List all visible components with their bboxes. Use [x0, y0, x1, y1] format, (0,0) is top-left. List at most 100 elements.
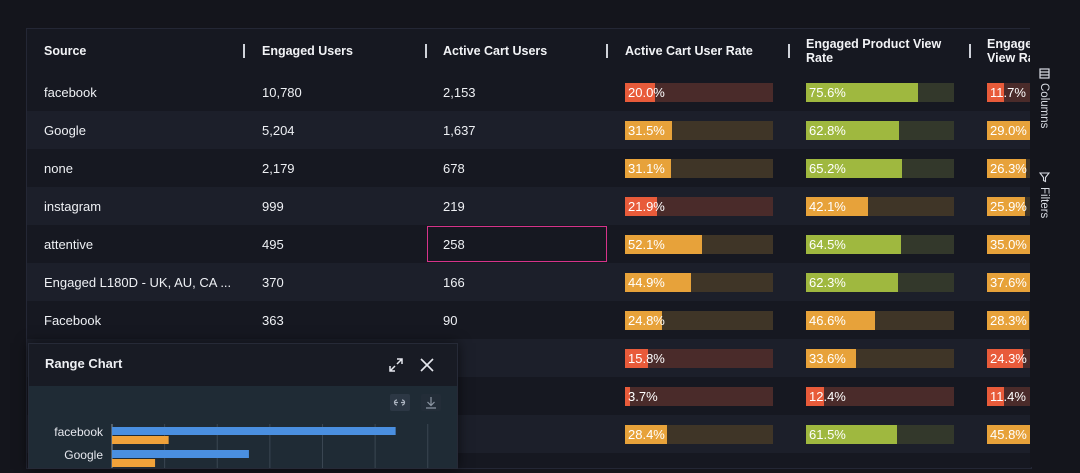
bar-value: 62.3% [809, 275, 846, 290]
bar-series-a [112, 450, 249, 458]
col-header-engaged-users[interactable]: Engaged Users [262, 29, 353, 73]
bar-series-b [112, 436, 169, 444]
cell-engaged-product-view-rate-2: 37.6% [987, 273, 1031, 292]
col-header-label: Active Cart User Rate [625, 44, 753, 58]
cell-engaged-product-view-rate-2: 26.3% [987, 159, 1031, 178]
bar-fill [625, 197, 658, 216]
table-row[interactable]: instagram 999 219 21.9% 42.1% 25.9% [27, 187, 1031, 225]
table-row[interactable]: Facebook 363 90 24.8% 46.6% 28.3% [27, 301, 1031, 339]
col-header-engaged-product-view-rate[interactable]: Engaged Product View Rate [806, 29, 956, 73]
category-label: Google [64, 448, 103, 462]
table-row[interactable]: none 2,179 678 31.1% 65.2% 26.3% [27, 149, 1031, 187]
cell-engaged-product-view-rate-2: 11.7% [987, 83, 1031, 102]
bar-value: 44.9% [628, 275, 665, 290]
bar-fill [625, 273, 692, 292]
col-header-engaged-product-view-rate-2[interactable]: Engage View Ra [987, 29, 1031, 73]
range-chart-panel: Range Chart facebook Google [28, 343, 458, 469]
col-header-label: Engaged Users [262, 44, 354, 58]
bar-fill [806, 83, 918, 102]
cell-engaged-users[interactable]: 2,179 [262, 160, 295, 176]
cell-engaged-product-view-rate-2: 25.9% [987, 197, 1031, 216]
table-row[interactable]: attentive 495 258 52.1% 64.5% 35.0% [27, 225, 1031, 263]
bar-fill [987, 349, 1023, 368]
columns-icon [1038, 68, 1050, 79]
bar-value: 26.3% [990, 161, 1027, 176]
cell-engaged-users[interactable]: 363 [262, 312, 284, 328]
download-icon [426, 397, 436, 409]
cell-active-cart-users[interactable]: 90 [443, 312, 458, 328]
cell-source[interactable]: Engaged L180D - UK, AU, CA ... [44, 274, 232, 290]
bar-fill [625, 159, 672, 178]
bar-value: 64.5% [809, 237, 846, 252]
cell-active-cart-users[interactable]: 678 [443, 160, 465, 176]
cell-engaged-product-view-rate-2: 35.0% [987, 235, 1031, 254]
cell-engaged-product-view-rate: 46.6% [806, 311, 954, 330]
cell-active-cart-user-rate: 24.8% [625, 311, 773, 330]
bar-fill [625, 121, 672, 140]
bar-track [625, 311, 773, 330]
cell-engaged-users[interactable]: 370 [262, 274, 284, 290]
cell-active-cart-user-rate: 21.9% [625, 197, 773, 216]
cell-active-cart-user-rate: 15.8% [625, 349, 773, 368]
cell-source[interactable]: instagram [44, 198, 102, 214]
cell-engaged-product-view-rate: 62.3% [806, 273, 954, 292]
table-row[interactable]: Engaged L180D - UK, AU, CA ... 370 166 44.9… [27, 263, 1031, 301]
bar-value: 42.1% [809, 199, 846, 214]
cell-active-cart-users[interactable]: 1,637 [443, 122, 476, 138]
columns-panel-button[interactable]: Columns [1034, 68, 1054, 128]
col-header-active-cart-users[interactable]: Active Cart Users [443, 29, 547, 73]
cell-active-cart-user-rate: 3.7% [625, 387, 773, 406]
cell-active-cart-users[interactable]: 258 [443, 236, 465, 252]
column-resize-handle[interactable] [243, 44, 245, 58]
column-resize-handle[interactable] [788, 44, 790, 58]
bar-fill [806, 159, 903, 178]
cell-active-cart-user-rate: 20.0% [625, 83, 773, 102]
cell-source[interactable]: Facebook [44, 312, 102, 328]
cell-engaged-users[interactable]: 999 [262, 198, 284, 214]
column-resize-handle[interactable] [606, 44, 608, 58]
close-icon[interactable] [419, 357, 435, 373]
bar-fill [987, 197, 1026, 216]
cell-active-cart-users[interactable]: 166 [443, 274, 465, 290]
bar-fill [987, 387, 1004, 406]
bar-fill [806, 273, 899, 292]
cell-engaged-users[interactable]: 10,780 [262, 84, 302, 100]
cell-source[interactable]: attentive [44, 236, 94, 252]
cell-source[interactable]: Google [44, 122, 86, 138]
cell-engaged-product-view-rate: 65.2% [806, 159, 954, 178]
cell-engaged-users[interactable]: 5,204 [262, 122, 295, 138]
table-row[interactable]: facebook 10,780 2,153 20.0% 75.6% 11.7% [27, 73, 1031, 111]
cell-active-cart-users[interactable]: 219 [443, 198, 465, 214]
bar-value: 52.1% [628, 237, 665, 252]
window-edge [1058, 0, 1080, 467]
bar-fill [625, 311, 662, 330]
col-header-source[interactable]: Source [44, 29, 86, 73]
cell-source[interactable]: none [44, 160, 73, 176]
cell-engaged-product-view-rate: 12.4% [806, 387, 954, 406]
selected-cell-outline [427, 226, 607, 262]
link-icon [393, 399, 406, 406]
category-label: facebook [54, 425, 104, 439]
cell-source[interactable]: facebook [44, 84, 97, 100]
bar-track [625, 83, 773, 102]
cell-active-cart-user-rate: 52.1% [625, 235, 773, 254]
bar-value: 37.6% [990, 275, 1027, 290]
bar-fill [987, 235, 1031, 254]
cell-engaged-product-view-rate: 75.6% [806, 83, 954, 102]
bar-fill [806, 387, 825, 406]
bar-value: 33.6% [809, 351, 846, 366]
expand-icon[interactable] [388, 357, 404, 373]
bar-fill [987, 273, 1031, 292]
cell-engaged-product-view-rate: 61.5% [806, 425, 954, 444]
column-resize-handle[interactable] [969, 44, 971, 58]
link-button[interactable] [390, 394, 410, 411]
col-header-active-cart-user-rate[interactable]: Active Cart User Rate [625, 29, 753, 73]
cell-engaged-users[interactable]: 495 [262, 236, 284, 252]
table-row[interactable]: Google 5,204 1,637 31.5% 62.8% 29.0% [27, 111, 1031, 149]
columns-label: Columns [1038, 83, 1050, 129]
bar-track [806, 387, 954, 406]
bar-fill [625, 387, 631, 406]
cell-active-cart-users[interactable]: 2,153 [443, 84, 476, 100]
filters-panel-button[interactable]: Filters [1034, 172, 1054, 218]
column-resize-handle[interactable] [425, 44, 427, 58]
